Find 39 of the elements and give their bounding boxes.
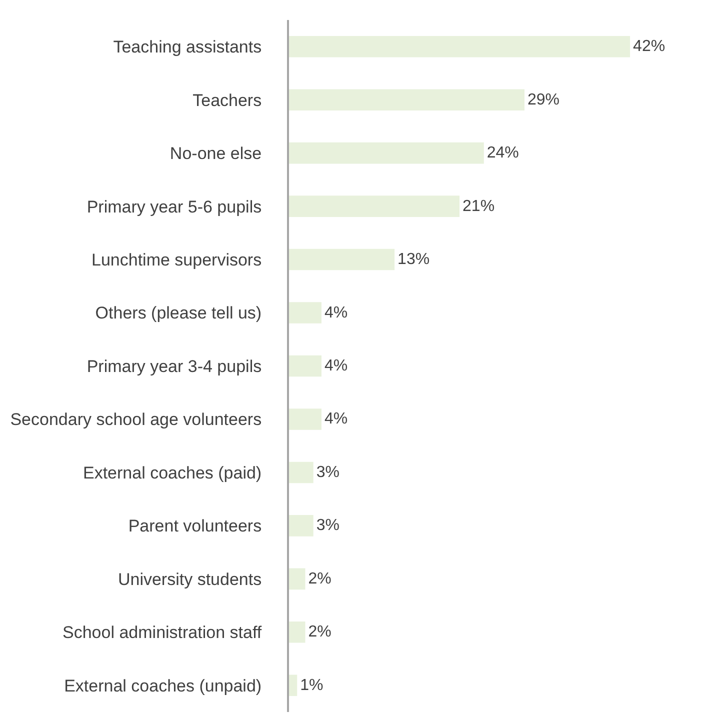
bar bbox=[289, 462, 314, 484]
y-tick-label: Lunchtime supervisors bbox=[92, 250, 262, 270]
data-label: 1% bbox=[300, 676, 324, 694]
data-label: 24% bbox=[486, 144, 519, 162]
bar bbox=[289, 89, 524, 110]
data-label: 4% bbox=[324, 358, 348, 374]
bar bbox=[289, 302, 322, 324]
y-tick-label: External coaches (paid) bbox=[83, 463, 262, 482]
data-label: 13% bbox=[398, 251, 430, 268]
data-label: 2% bbox=[308, 624, 332, 641]
y-tick-label: Secondary school age volunteers bbox=[10, 410, 262, 430]
y-tick-label: Teaching assistants bbox=[113, 38, 262, 57]
bar bbox=[289, 355, 322, 377]
bar bbox=[289, 568, 306, 590]
data-label: 29% bbox=[527, 91, 560, 108]
y-tick-label: Primary year 5-6 pupils bbox=[86, 197, 262, 216]
bar bbox=[289, 622, 306, 643]
y-tick-label: Teachers bbox=[192, 90, 262, 110]
bar bbox=[289, 196, 460, 217]
y-tick-label: University students bbox=[118, 570, 262, 589]
data-label: 21% bbox=[462, 198, 495, 215]
y-tick-label: School administration staff bbox=[62, 623, 262, 642]
bar bbox=[289, 36, 630, 58]
data-label: 4% bbox=[324, 410, 348, 428]
bar bbox=[289, 142, 484, 164]
y-tick-label: Others (please tell us) bbox=[95, 304, 262, 323]
y-tick-label: External coaches (unpaid) bbox=[64, 676, 262, 696]
bar bbox=[289, 674, 298, 696]
data-label: 4% bbox=[324, 304, 348, 322]
bar bbox=[289, 408, 322, 430]
y-tick-label: Primary year 3-4 pupils bbox=[86, 356, 262, 376]
bar bbox=[289, 515, 314, 536]
y-tick-label: No-one else bbox=[170, 144, 262, 164]
data-label: 3% bbox=[316, 517, 340, 534]
bar bbox=[289, 248, 395, 270]
data-label: 42% bbox=[633, 38, 666, 56]
data-label: 2% bbox=[308, 570, 332, 588]
y-tick-label: Parent volunteers bbox=[128, 516, 262, 536]
data-label: 3% bbox=[316, 464, 340, 481]
